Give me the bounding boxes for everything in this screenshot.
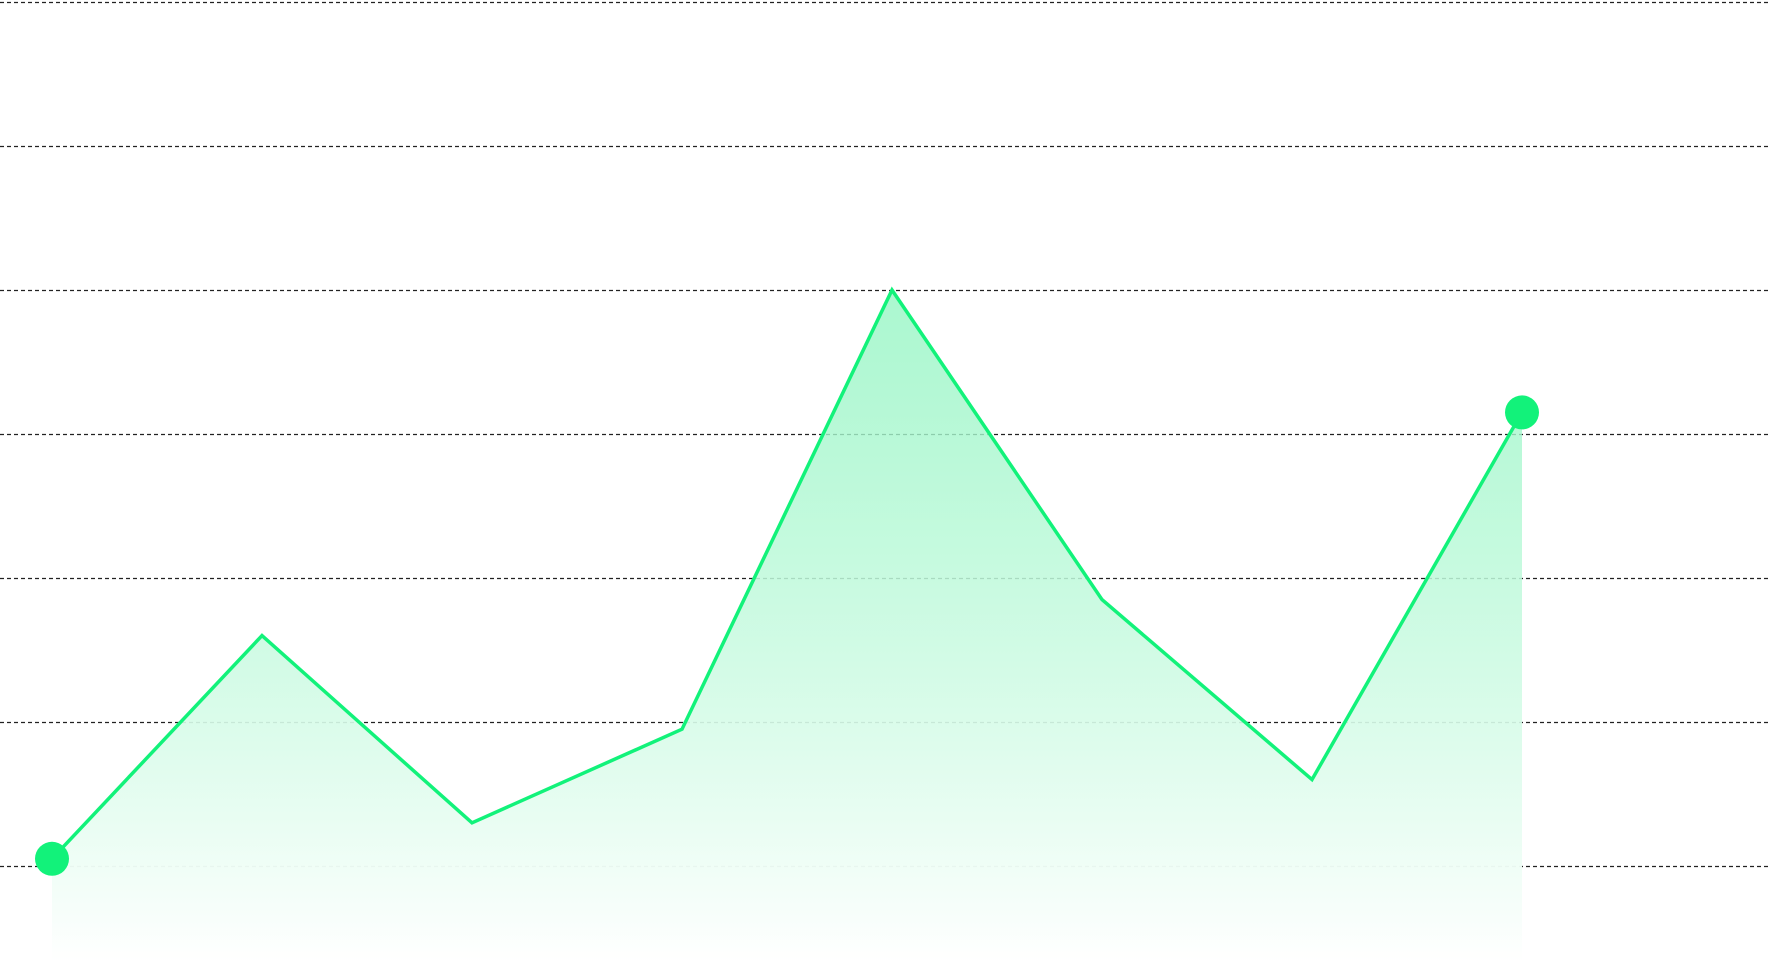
series-line-layer (50, 286, 1524, 860)
series-line (50, 286, 1524, 860)
start-point-marker (35, 841, 69, 876)
area-fill (52, 290, 1522, 962)
area-fill-layer (52, 290, 1522, 962)
end-point-marker (1505, 395, 1539, 430)
markers-layer (35, 395, 1539, 876)
